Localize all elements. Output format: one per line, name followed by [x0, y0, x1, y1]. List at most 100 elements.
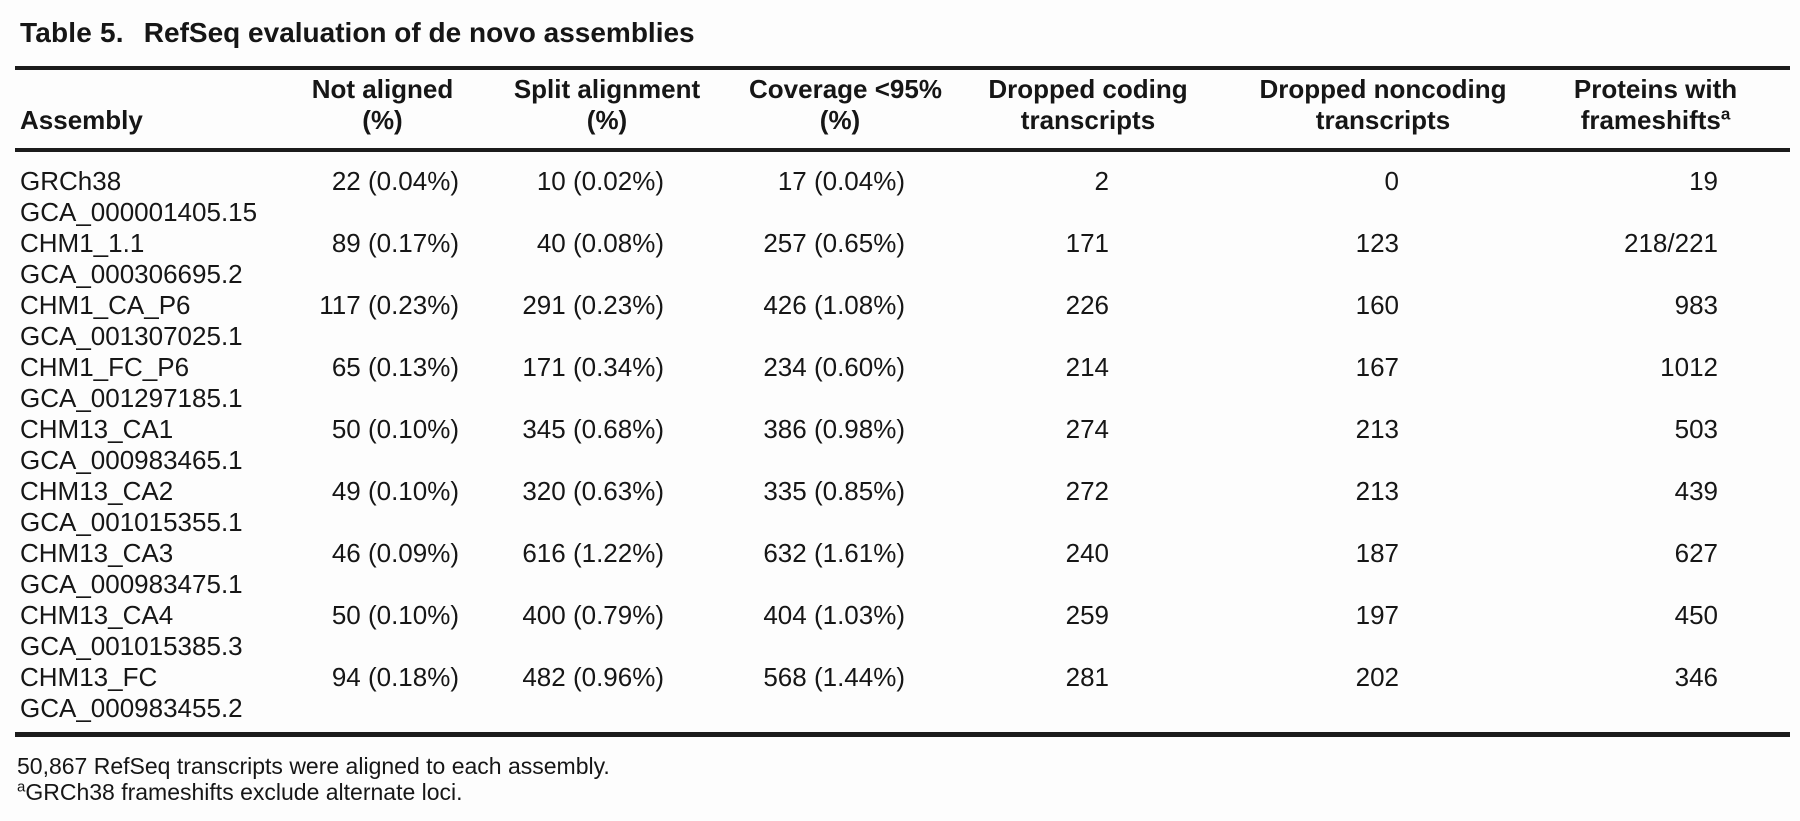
table-row: CHM13_CA3 GCA_000983475.1 46 (0.09%) 616… — [15, 538, 1790, 600]
cell-split-alignment: 291 (0.23%) — [522, 290, 664, 320]
footnote-general: 50,867 RefSeq transcripts were aligned t… — [17, 753, 610, 779]
assembly-name: CHM13_FC — [20, 662, 158, 692]
column-header-dropped-noncoding: Dropped noncoding transcripts — [1245, 68, 1521, 152]
cell-dropped-noncoding: 213 — [1355, 414, 1399, 444]
column-header-split-alignment: Split alignment (%) — [465, 68, 749, 152]
cell-dropped-noncoding: 202 — [1355, 662, 1399, 692]
table-header: Assembly Not aligned (%) Split alignment… — [15, 68, 1790, 152]
cell-coverage: 257 (0.65%) — [763, 228, 905, 258]
cell-dropped-coding: 2 — [1094, 166, 1109, 196]
cell-proteins-frameshifts: 218/221 — [1624, 228, 1718, 258]
footnote-a: aGRCh38 frameshifts exclude alternate lo… — [17, 779, 1800, 805]
cell-dropped-coding: 240 — [1065, 538, 1109, 568]
cell-split-alignment: 320 (0.63%) — [522, 476, 664, 506]
table-caption: Table 5. RefSeq evaluation of de novo ass… — [0, 0, 1800, 66]
cell-dropped-coding: 171 — [1065, 228, 1109, 258]
table-caption-label: Table 5. — [20, 17, 124, 48]
refseq-evaluation-table: Assembly Not aligned (%) Split alignment… — [15, 66, 1790, 737]
cell-assembly: CHM13_CA2 GCA_001015355.1 — [15, 476, 300, 538]
cell-not-aligned: 65 (0.13%) — [331, 352, 459, 382]
assembly-name: GRCh38 — [20, 166, 122, 196]
cell-assembly: GRCh38 GCA_000001405.15 — [15, 150, 300, 228]
cell-split-alignment: 616 (1.22%) — [522, 538, 664, 568]
table-row: CHM13_FC GCA_000983455.2 94 (0.18%) 482 … — [15, 662, 1790, 735]
accession-id: GCA_000983465.1 — [20, 445, 243, 475]
cell-dropped-noncoding: 197 — [1355, 600, 1399, 630]
cell-dropped-noncoding: 123 — [1355, 228, 1399, 258]
accession-id: GCA_000983455.2 — [20, 693, 243, 723]
cell-coverage: 17 (0.04%) — [777, 166, 905, 196]
assembly-name: CHM13_CA2 — [20, 476, 174, 506]
cell-dropped-noncoding: 167 — [1355, 352, 1399, 382]
cell-dropped-noncoding: 0 — [1384, 166, 1399, 196]
cell-assembly: CHM1_CA_P6 GCA_001307025.1 — [15, 290, 300, 352]
cell-assembly: CHM1_1.1 GCA_000306695.2 — [15, 228, 300, 290]
column-header-assembly: Assembly — [15, 68, 300, 152]
cell-split-alignment: 400 (0.79%) — [522, 600, 664, 630]
cell-proteins-frameshifts: 627 — [1674, 538, 1718, 568]
cell-proteins-frameshifts: 983 — [1674, 290, 1718, 320]
cell-not-aligned: 94 (0.18%) — [331, 662, 459, 692]
cell-coverage: 426 (1.08%) — [763, 290, 905, 320]
cell-assembly: CHM13_CA1 GCA_000983465.1 — [15, 414, 300, 476]
cell-assembly: CHM1_FC_P6 GCA_001297185.1 — [15, 352, 300, 414]
cell-coverage: 335 (0.85%) — [763, 476, 905, 506]
assembly-name: CHM13_CA1 — [20, 414, 174, 444]
table-row: CHM13_CA1 GCA_000983465.1 50 (0.10%) 345… — [15, 414, 1790, 476]
assembly-name: CHM1_1.1 — [20, 228, 145, 258]
column-header-proteins-frameshifts: Proteins with frameshiftsa — [1521, 68, 1790, 152]
accession-id: GCA_000001405.15 — [20, 197, 258, 227]
cell-proteins-frameshifts: 19 — [1689, 166, 1718, 196]
cell-proteins-frameshifts: 503 — [1674, 414, 1718, 444]
cell-not-aligned: 50 (0.10%) — [331, 600, 459, 630]
footnote-a-text: GRCh38 frameshifts exclude alternate loc… — [25, 779, 463, 805]
cell-assembly: CHM13_CA3 GCA_000983475.1 — [15, 538, 300, 600]
accession-id: GCA_001015355.1 — [20, 507, 243, 537]
table-row: CHM13_CA4 GCA_001015385.3 50 (0.10%) 400… — [15, 600, 1790, 662]
cell-coverage: 568 (1.44%) — [763, 662, 905, 692]
cell-not-aligned: 49 (0.10%) — [331, 476, 459, 506]
accession-id: GCA_001015385.3 — [20, 631, 243, 661]
cell-assembly: CHM13_CA4 GCA_001015385.3 — [15, 600, 300, 662]
column-header-dropped-coding: Dropped coding transcripts — [931, 68, 1245, 152]
table-body: GRCh38 GCA_000001405.15 22 (0.04%) 10 (0… — [15, 150, 1790, 735]
footnote-a-marker: a — [17, 778, 26, 796]
accession-id: GCA_001297185.1 — [20, 383, 243, 413]
cell-coverage: 632 (1.61%) — [763, 538, 905, 568]
column-header-coverage: Coverage <95% (%) — [749, 68, 942, 152]
cell-not-aligned: 117 (0.23%) — [319, 290, 459, 320]
accession-id: GCA_000983475.1 — [20, 569, 243, 599]
cell-coverage: 234 (0.60%) — [763, 352, 905, 382]
cell-split-alignment: 40 (0.08%) — [536, 228, 664, 258]
header-row: Assembly Not aligned (%) Split alignment… — [15, 68, 1790, 152]
table-row: CHM13_CA2 GCA_001015355.1 49 (0.10%) 320… — [15, 476, 1790, 538]
cell-assembly: CHM13_FC GCA_000983455.2 — [15, 662, 300, 735]
cell-dropped-coding: 214 — [1065, 352, 1109, 382]
assembly-name: CHM1_CA_P6 — [20, 290, 191, 320]
cell-dropped-coding: 274 — [1065, 414, 1109, 444]
cell-dropped-coding: 281 — [1065, 662, 1109, 692]
table-row: CHM1_FC_P6 GCA_001297185.1 65 (0.13%) 17… — [15, 352, 1790, 414]
cell-not-aligned: 89 (0.17%) — [331, 228, 459, 258]
table-footnotes: 50,867 RefSeq transcripts were aligned t… — [17, 753, 1800, 805]
assembly-name: CHM1_FC_P6 — [20, 352, 190, 382]
cell-proteins-frameshifts: 450 — [1674, 600, 1718, 630]
cell-not-aligned: 22 (0.04%) — [331, 166, 459, 196]
cell-split-alignment: 171 (0.34%) — [522, 352, 664, 382]
cell-split-alignment: 10 (0.02%) — [536, 166, 664, 196]
table-row: GRCh38 GCA_000001405.15 22 (0.04%) 10 (0… — [15, 150, 1790, 228]
table-row: CHM1_CA_P6 GCA_001307025.1 117 (0.23%) 2… — [15, 290, 1790, 352]
cell-coverage: 386 (0.98%) — [763, 414, 905, 444]
column-header-not-aligned: Not aligned (%) — [300, 68, 465, 152]
cell-proteins-frameshifts: 1012 — [1660, 352, 1718, 382]
table-caption-title: RefSeq evaluation of de novo assemblies — [143, 17, 695, 48]
cell-dropped-coding: 259 — [1065, 600, 1109, 630]
cell-not-aligned: 46 (0.09%) — [331, 538, 459, 568]
accession-id: GCA_000306695.2 — [20, 259, 243, 289]
cell-proteins-frameshifts: 346 — [1674, 662, 1718, 692]
accession-id: GCA_001307025.1 — [20, 321, 243, 351]
assembly-name: CHM13_CA3 — [20, 538, 174, 568]
cell-proteins-frameshifts: 439 — [1674, 476, 1718, 506]
assembly-name: CHM13_CA4 — [20, 600, 174, 630]
cell-split-alignment: 345 (0.68%) — [522, 414, 664, 444]
